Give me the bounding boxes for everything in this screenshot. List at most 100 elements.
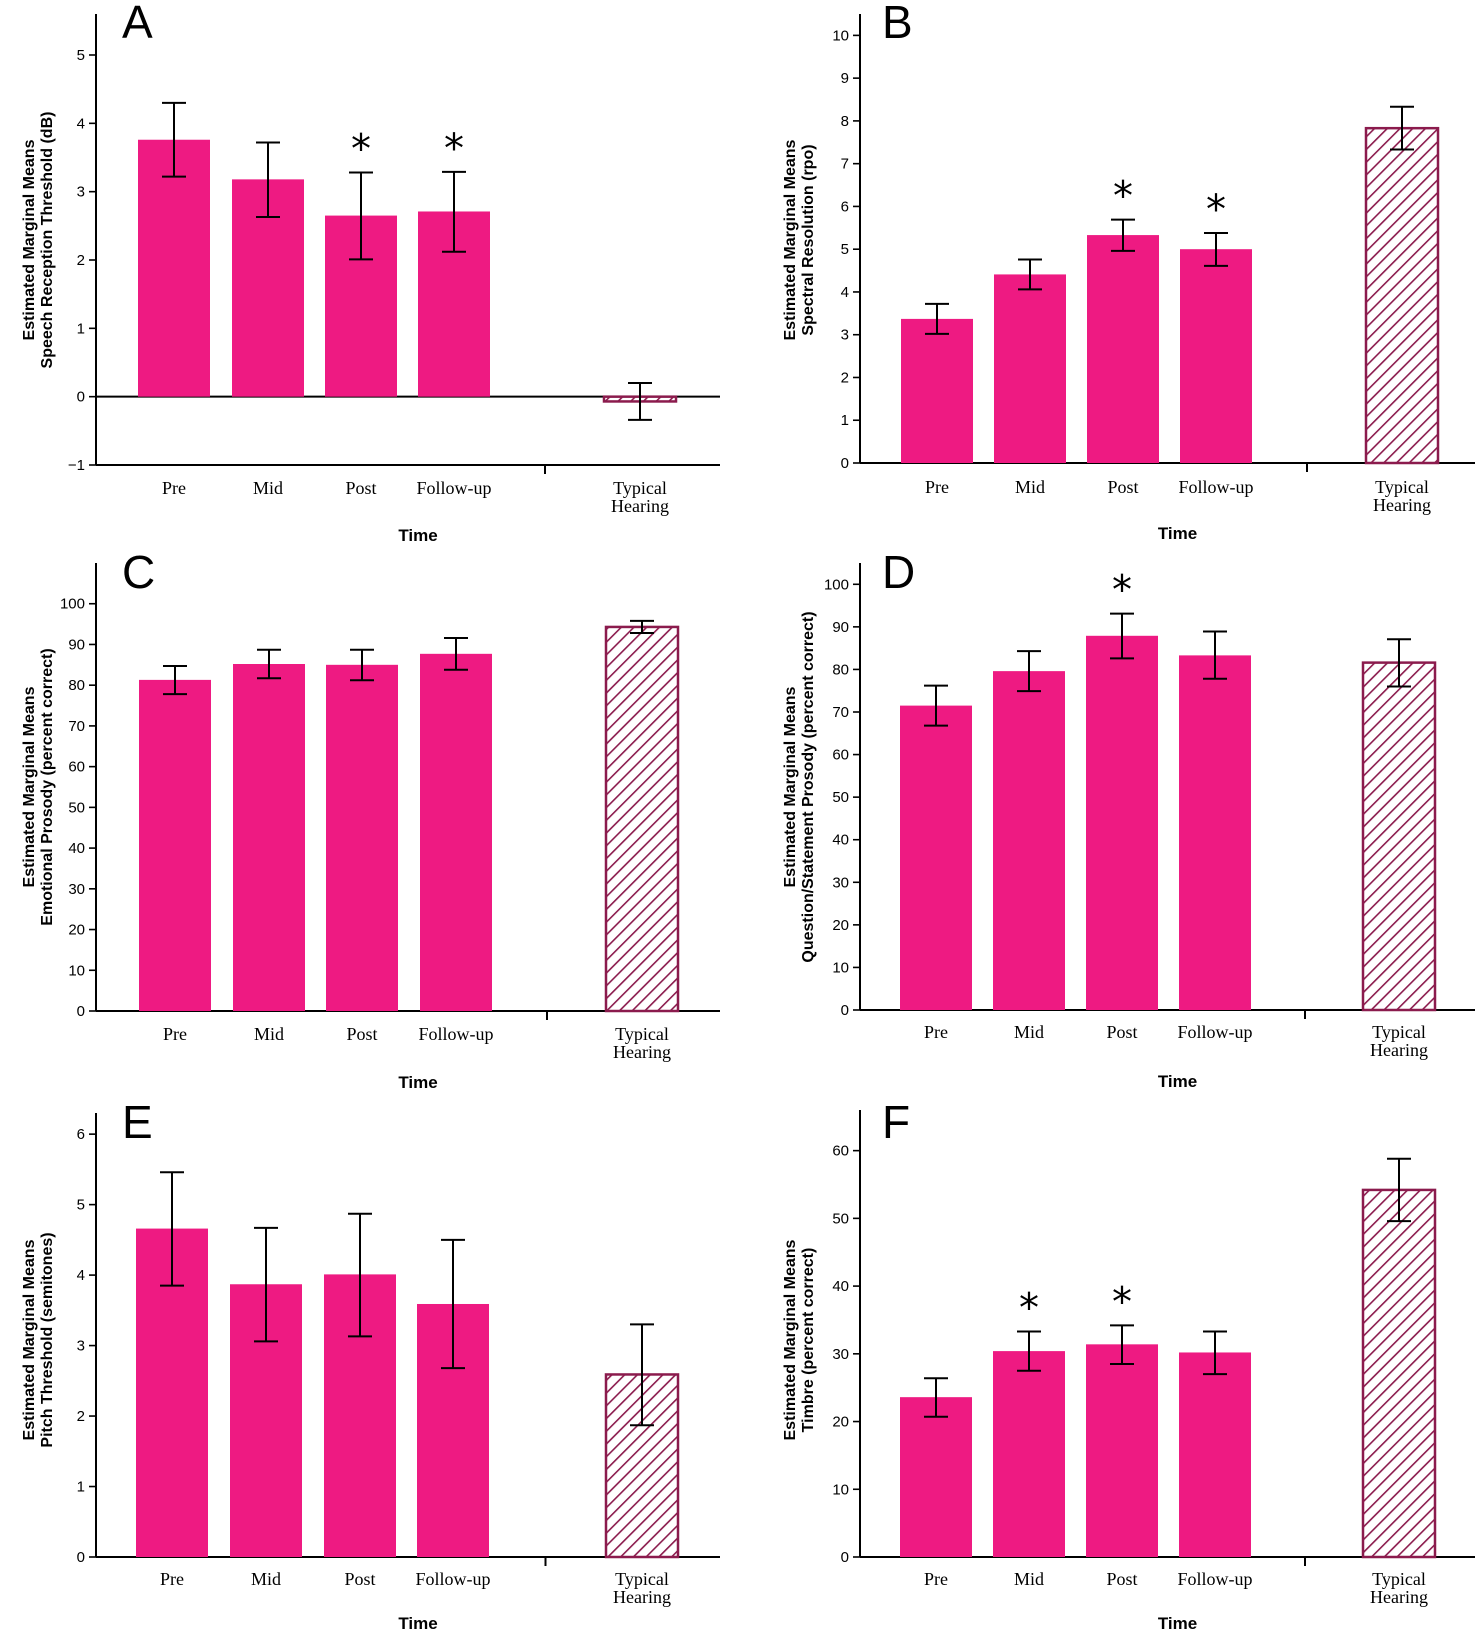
x-category-label: Post xyxy=(1106,1569,1137,1589)
y-tick-label: 1 xyxy=(77,1479,85,1496)
significance-star: * xyxy=(1206,187,1226,233)
x-category-label: Pre xyxy=(925,477,949,497)
x-category-label: Mid xyxy=(1014,1022,1044,1042)
chart-panel-f: 0 10 20 30 40 50 60 Pre * Mid * Post Follow-up Typica… xyxy=(782,1096,1475,1633)
y-tick-label: 100 xyxy=(824,576,849,593)
significance-star: * xyxy=(1112,568,1132,614)
y-tick-label: 5 xyxy=(77,1197,85,1214)
significance-star: * xyxy=(1019,1285,1039,1331)
chart-panel-e: 0 1 2 3 4 5 6 Pre Mid Post Follow-up Typical Hearing… xyxy=(21,1096,720,1633)
bar-pre xyxy=(138,139,210,397)
bar-mid xyxy=(993,671,1065,1010)
x-category-label: Mid xyxy=(253,478,283,498)
y-axis-title: Estimated Marginal MeansEmotional Prosod… xyxy=(21,648,56,925)
x-axis-title: Time xyxy=(1158,1614,1197,1633)
panel-letter: B xyxy=(882,0,913,48)
y-tick-label: 3 xyxy=(77,1338,85,1355)
significance-star: * xyxy=(1113,174,1133,220)
x-category-label: Follow-up xyxy=(415,1569,490,1589)
y-tick-label: 9 xyxy=(841,70,849,87)
x-category-label: Typical Hearing xyxy=(1370,1569,1428,1607)
x-category-label: Mid xyxy=(1015,477,1045,497)
y-tick-label: 0 xyxy=(841,455,849,472)
panel-letter: A xyxy=(122,0,153,48)
y-tick-label: 60 xyxy=(68,759,85,776)
x-category-label: Follow-up xyxy=(1177,1022,1252,1042)
panel-letter: C xyxy=(122,546,155,598)
bar-mid xyxy=(993,1351,1065,1557)
y-tick-label: 4 xyxy=(841,284,849,301)
y-tick-label: 40 xyxy=(832,832,849,849)
x-category-label: Pre xyxy=(160,1569,184,1589)
y-tick-label: 10 xyxy=(832,27,849,44)
y-tick-label: 50 xyxy=(832,1210,849,1227)
y-axis-title: Estimated Marginal MeansTimbre (percent … xyxy=(782,1239,817,1440)
y-tick-label: 20 xyxy=(832,1414,849,1431)
y-tick-label: 7 xyxy=(841,156,849,173)
bar-pre xyxy=(900,1397,972,1557)
y-tick-label: 0 xyxy=(77,1003,85,1020)
chart-panel-d: 0 10 20 30 40 50 60 70 80 90 100 Pre Mid * Post Follow-… xyxy=(782,546,1475,1091)
panel-letter: F xyxy=(882,1096,910,1148)
bar-post xyxy=(326,664,398,1011)
y-tick-label: 10 xyxy=(68,962,85,979)
y-tick-label: 70 xyxy=(832,704,849,721)
y-axis-title: Estimated Marginal MeansPitch Threshold … xyxy=(21,1232,56,1447)
x-category-label: Typical Hearing xyxy=(613,1024,671,1062)
y-tick-label: 5 xyxy=(841,241,849,258)
x-category-label: Post xyxy=(345,478,376,498)
x-category-label: Follow-up xyxy=(1178,477,1253,497)
y-tick-label: 70 xyxy=(68,718,85,735)
x-category-label: Post xyxy=(1107,477,1138,497)
y-tick-label: 3 xyxy=(841,327,849,344)
y-tick-label: 60 xyxy=(832,747,849,764)
bar-follow-up xyxy=(1180,249,1252,463)
bar-typical-hearing xyxy=(604,625,680,1013)
significance-star: * xyxy=(444,126,464,172)
y-tick-label: 4 xyxy=(77,115,85,132)
x-axis-title: Time xyxy=(398,526,437,545)
x-category-label: Post xyxy=(346,1024,377,1044)
chart-panel-a: −1 0 1 2 3 4 5 Pre Mid * Post * Follow-up Typical Hear… xyxy=(21,0,720,545)
x-category-label: Pre xyxy=(162,478,186,498)
y-axis-title: Estimated Marginal MeansSpeech Reception… xyxy=(21,112,56,369)
y-tick-label: 6 xyxy=(77,1126,85,1143)
bar-follow-up xyxy=(1179,1352,1251,1557)
panel-letter: D xyxy=(882,546,915,598)
y-tick-label: 40 xyxy=(832,1278,849,1295)
y-tick-label: 10 xyxy=(832,959,849,976)
y-tick-label: 30 xyxy=(832,1346,849,1363)
y-tick-label: 4 xyxy=(77,1267,85,1284)
x-category-label: Post xyxy=(1106,1022,1137,1042)
y-tick-label: 0 xyxy=(77,389,85,406)
y-tick-label: 0 xyxy=(841,1002,849,1019)
y-axis-title: Estimated Marginal MeansSpectral Resolut… xyxy=(782,139,817,340)
y-tick-label: 30 xyxy=(832,874,849,891)
bar-follow-up xyxy=(1179,655,1251,1010)
bar-post xyxy=(1086,1344,1158,1557)
y-tick-label: 2 xyxy=(841,369,849,386)
bar-follow-up xyxy=(420,653,492,1011)
x-category-label: Mid xyxy=(1014,1569,1044,1589)
y-tick-label: 2 xyxy=(77,252,85,269)
y-tick-label: 8 xyxy=(841,113,849,130)
y-tick-label: 20 xyxy=(832,917,849,934)
bar-typical-hearing xyxy=(1361,661,1437,1012)
bar-mid xyxy=(233,664,305,1011)
x-category-label: Pre xyxy=(924,1022,948,1042)
x-category-label: Typical Hearing xyxy=(613,1569,671,1607)
y-tick-label: 10 xyxy=(832,1481,849,1498)
chart-panel-b: 0 1 2 3 4 5 6 7 8 9 10 Pre Mid * Post * Follow-up Typical… xyxy=(782,0,1475,543)
y-axis-title: Estimated Marginal MeansQuestion/Stateme… xyxy=(782,611,817,962)
x-category-label: Follow-up xyxy=(1177,1569,1252,1589)
bar-post xyxy=(1087,235,1159,463)
y-tick-label: 40 xyxy=(68,840,85,857)
y-tick-label: 0 xyxy=(77,1549,85,1566)
x-category-label: Pre xyxy=(163,1024,187,1044)
significance-star: * xyxy=(1112,1279,1132,1325)
bar-post xyxy=(1086,635,1158,1010)
x-axis-title: Time xyxy=(1158,524,1197,543)
y-tick-label: 50 xyxy=(832,789,849,806)
significance-star: * xyxy=(351,127,371,173)
y-tick-label: 50 xyxy=(68,799,85,816)
